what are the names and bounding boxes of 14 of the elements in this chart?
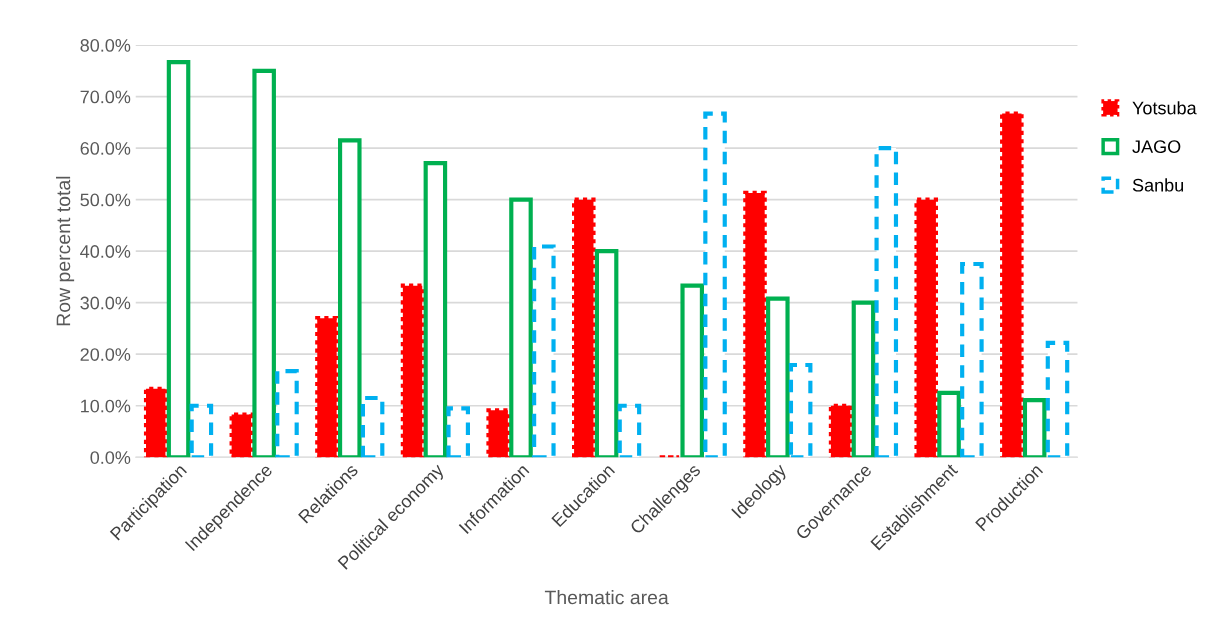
y-tick-label: 0.0% [90, 451, 131, 464]
x-axis-title: Thematic area [544, 590, 669, 605]
y-tick-label: 50.0% [80, 193, 131, 207]
y-tick-label: 70.0% [80, 90, 131, 104]
legend-label: Sanbu [1132, 178, 1184, 192]
y-tick-label: 80.0% [80, 39, 131, 52]
y-axis-title: Row percent total [56, 176, 75, 326]
legend-label: JAGO [1132, 140, 1181, 154]
y-tick-label: 30.0% [80, 296, 131, 310]
y-tick-label: 40.0% [80, 245, 131, 258]
legend-label: Yotsuba [1132, 101, 1197, 115]
y-tick-label: 60.0% [80, 142, 131, 155]
y-tick-label: 20.0% [80, 348, 131, 361]
y-tick-label: 10.0% [81, 399, 131, 413]
